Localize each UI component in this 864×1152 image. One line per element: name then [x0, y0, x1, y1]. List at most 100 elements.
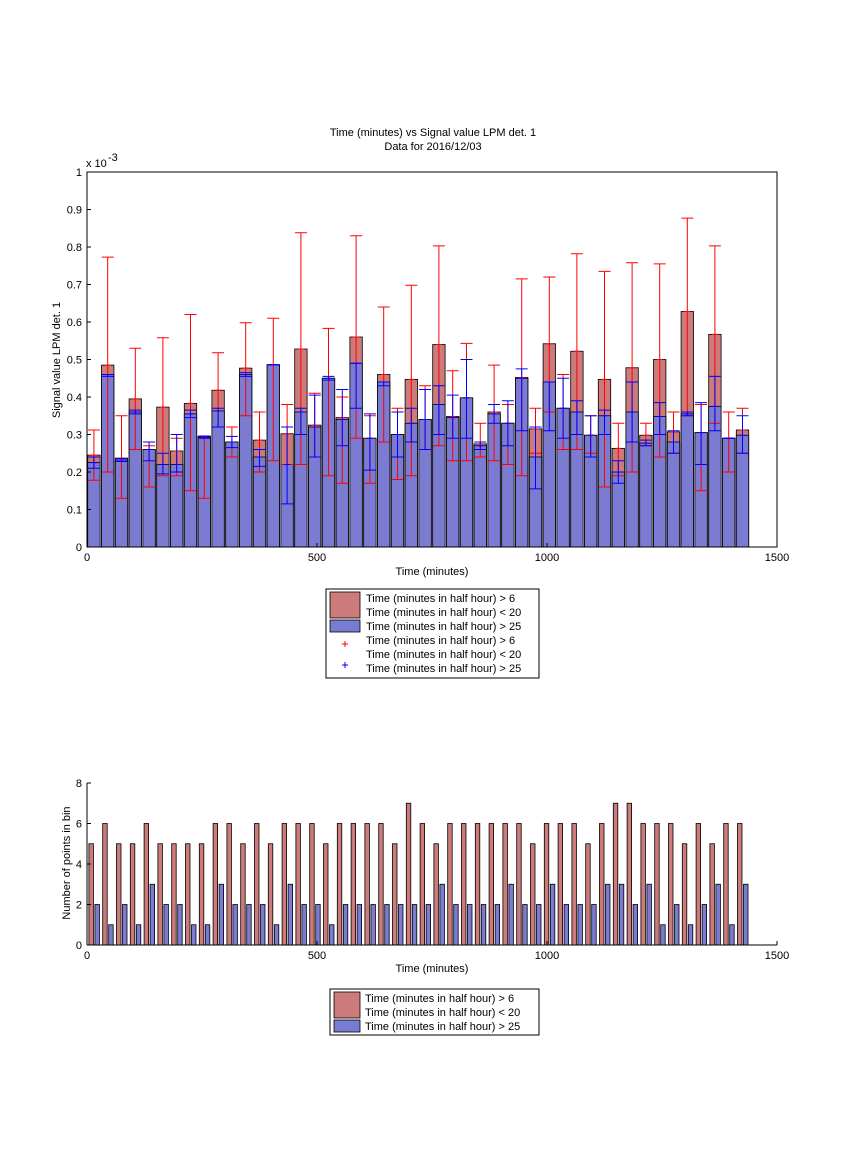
- bar-blue: [473, 445, 487, 548]
- bar-blue: [191, 924, 197, 946]
- bar-blue: [356, 904, 363, 946]
- y-tick-label: 0.7: [67, 280, 82, 292]
- bar-blue: [591, 904, 597, 946]
- bar-blue: [743, 883, 749, 946]
- bar-blue: [439, 883, 445, 946]
- legend-label: Time (minutes in half hour) > 25: [365, 1021, 520, 1033]
- y-tick-label: 1: [76, 167, 82, 179]
- y-tick-label: 0.9: [67, 205, 82, 217]
- bar-blue: [646, 883, 652, 946]
- y-axis-label: Number of points in bin: [61, 806, 73, 919]
- bar-red: [585, 843, 591, 946]
- bar-blue: [342, 904, 349, 946]
- legend-swatch: [329, 619, 361, 633]
- bar-blue: [398, 904, 404, 946]
- bar-red: [171, 843, 177, 946]
- bar-red: [461, 823, 467, 946]
- bar-blue: [508, 883, 514, 946]
- x-axis-label: Time (minutes): [396, 566, 469, 578]
- bar-red: [102, 823, 108, 946]
- y-tick-label: 6: [76, 819, 82, 831]
- bar-red: [447, 823, 453, 946]
- bar-red: [626, 802, 632, 946]
- legend: Time (minutes in half hour) > 6 Time (min…: [329, 988, 540, 1036]
- bar-blue: [260, 904, 266, 946]
- bar-blue: [329, 924, 335, 946]
- bar-red: [323, 843, 329, 946]
- bar-red: [723, 823, 729, 946]
- x-tick-label: 0: [84, 552, 90, 564]
- x-tick-label: 0: [84, 950, 90, 962]
- bar-blue: [301, 904, 307, 946]
- bar-red: [737, 823, 743, 946]
- y-tick-label: 0: [76, 940, 82, 952]
- bar-blue: [674, 904, 680, 946]
- legend-swatch: [329, 591, 361, 619]
- bar-blue: [384, 904, 390, 946]
- bar-red: [267, 843, 274, 946]
- x-tick-label: 1500: [765, 950, 789, 962]
- bar-blue: [225, 441, 239, 548]
- bar-red: [681, 843, 688, 946]
- y-tick-label: 0.6: [67, 317, 82, 329]
- bar-red: [502, 823, 508, 946]
- bar-red: [212, 823, 219, 946]
- bar-blue: [549, 883, 556, 946]
- bar-blue: [218, 883, 225, 946]
- bar-blue: [425, 904, 432, 946]
- errorbar-layer: [87, 217, 749, 505]
- legend-swatch: [333, 991, 361, 1019]
- bar-blue: [273, 924, 280, 946]
- legend: Time (minutes in half hour) > 6 Time (min…: [325, 588, 540, 679]
- y-tick-label: 2: [76, 900, 82, 912]
- bar-red: [198, 843, 205, 946]
- legend-label: Time (minutes in half hour) < 20: [366, 607, 521, 619]
- y-tick-label: 0.2: [67, 467, 82, 479]
- bar-blue: [729, 924, 735, 946]
- bar-red: [309, 823, 315, 946]
- bar-blue: [122, 904, 128, 946]
- x-axis-label: Time (minutes): [396, 963, 469, 975]
- bar-red: [419, 823, 426, 946]
- bar-red: [599, 823, 605, 946]
- bar-red: [488, 823, 495, 946]
- bar-blue: [715, 883, 721, 946]
- bar-red: [543, 823, 550, 946]
- bar-red: [129, 843, 136, 946]
- bar-blue: [618, 883, 625, 946]
- x-tick-label: 1000: [535, 552, 559, 564]
- exponent-label: x 10: [86, 158, 107, 170]
- y-tick-label: 0.1: [67, 505, 82, 517]
- exponent-power: -3: [108, 152, 118, 164]
- bar-blue: [315, 904, 321, 946]
- legend-label: Time (minutes in half hour) > 25: [366, 621, 521, 633]
- bar-blue: [480, 904, 487, 946]
- legend-swatch: [333, 1019, 361, 1033]
- bar-blue: [666, 441, 681, 548]
- x-tick-label: 1500: [765, 552, 789, 564]
- x-tick-label: 500: [308, 552, 326, 564]
- bar-red: [695, 823, 701, 946]
- bar-red: [640, 823, 646, 946]
- count-chart: 0 500 1000 1500 0 2 4 6 8 Time (minutes) Number …: [61, 778, 789, 1036]
- legend-label: Time (minutes in half hour) < 20: [365, 1007, 520, 1019]
- bar-red: [254, 823, 260, 946]
- legend-box: [329, 988, 540, 1036]
- bar-red: [516, 823, 522, 946]
- axis-ticks: 0 500 1000 1500 0 2 4 6 8: [76, 778, 789, 962]
- bar-blue: [687, 924, 694, 946]
- bar-red: [281, 823, 288, 946]
- bar-blue: [149, 883, 156, 946]
- y-tick-label: 0.4: [67, 392, 82, 404]
- bar-blue: [204, 924, 211, 946]
- legend-label: Time (minutes in half hour) > 6: [366, 593, 515, 605]
- x-tick-label: 1000: [535, 950, 559, 962]
- bar-blue: [94, 904, 100, 946]
- bar-red: [557, 823, 563, 946]
- y-tick-label: 4: [76, 859, 82, 871]
- bar-blue: [701, 904, 707, 946]
- bar-red: [474, 823, 481, 946]
- bar-blue: [522, 904, 528, 946]
- bar-red: [88, 843, 94, 946]
